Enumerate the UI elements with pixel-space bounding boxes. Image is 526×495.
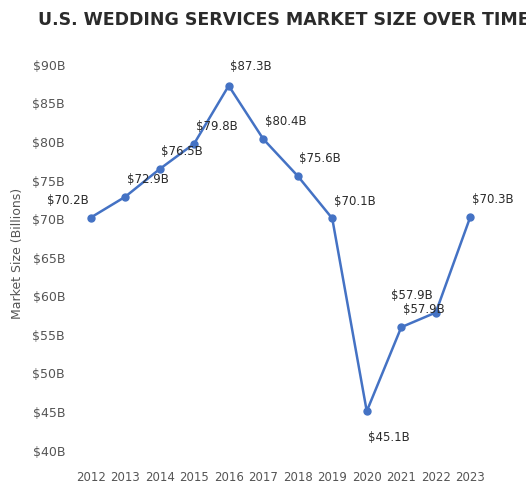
- Text: $45.1B: $45.1B: [369, 431, 410, 444]
- Text: $76.5B: $76.5B: [161, 145, 203, 158]
- Text: $57.9B: $57.9B: [403, 303, 445, 316]
- Text: $70.2B: $70.2B: [47, 194, 89, 207]
- Title: U.S. WEDDING SERVICES MARKET SIZE OVER TIME: U.S. WEDDING SERVICES MARKET SIZE OVER T…: [38, 11, 526, 29]
- Text: $70.1B: $70.1B: [334, 195, 376, 207]
- Text: $87.3B: $87.3B: [230, 60, 272, 73]
- Text: $72.9B: $72.9B: [127, 173, 169, 186]
- Text: $70.3B: $70.3B: [472, 193, 514, 206]
- Text: $79.8B: $79.8B: [196, 120, 238, 133]
- Text: $75.6B: $75.6B: [299, 152, 341, 165]
- Text: $80.4B: $80.4B: [265, 115, 307, 128]
- Text: $57.9B: $57.9B: [391, 289, 432, 302]
- Y-axis label: Market Size (Billions): Market Size (Billions): [11, 188, 24, 319]
